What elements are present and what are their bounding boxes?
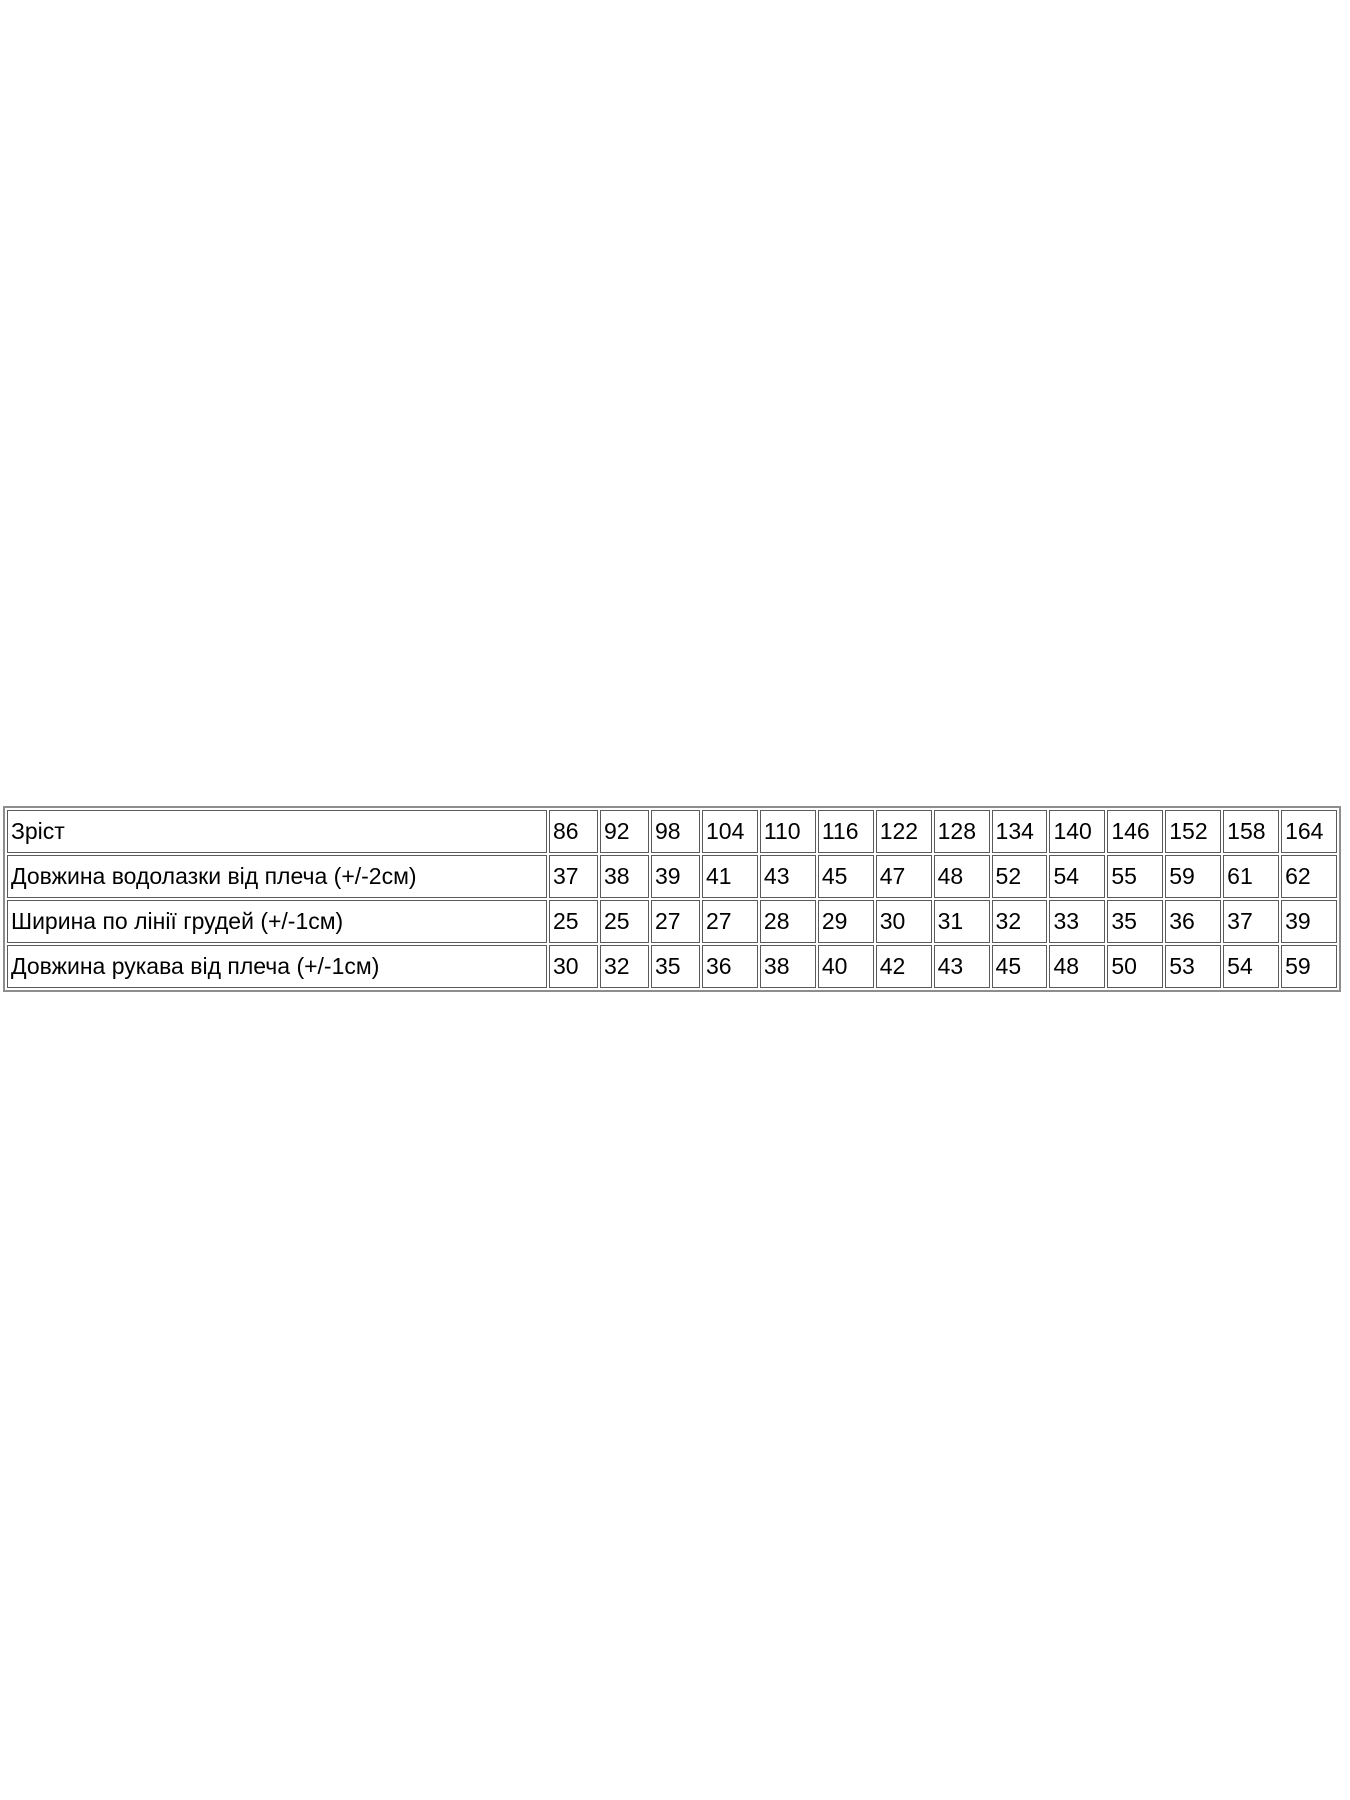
- value-cell: 43: [759, 855, 816, 898]
- measurement-row: Ширина по лінії грудей (+/-1см) 25 25 27 27 2…: [7, 900, 1337, 943]
- value-cell: 30: [549, 945, 598, 988]
- value-cell: 38: [759, 945, 816, 988]
- value-cell: 48: [933, 855, 990, 898]
- value-cell: 37: [549, 855, 598, 898]
- value-cell: 39: [651, 855, 700, 898]
- value-cell: 110: [759, 810, 816, 853]
- value-cell: 25: [600, 900, 649, 943]
- value-cell: 27: [702, 900, 758, 943]
- value-cell: 35: [651, 945, 700, 988]
- value-cell: 39: [1281, 900, 1337, 943]
- value-cell: 164: [1281, 810, 1337, 853]
- value-cell: 48: [1049, 945, 1106, 988]
- value-cell: 43: [933, 945, 990, 988]
- value-cell: 32: [600, 945, 649, 988]
- value-cell: 54: [1049, 855, 1106, 898]
- value-cell: 59: [1281, 945, 1337, 988]
- value-cell: 98: [651, 810, 700, 853]
- value-cell: 116: [817, 810, 874, 853]
- value-cell: 31: [933, 900, 990, 943]
- size-chart-body: Зріст 86 92 98 104 110 116 122 128 134 140 146 152 15…: [7, 810, 1337, 988]
- value-cell: 62: [1281, 855, 1337, 898]
- value-cell: 122: [875, 810, 932, 853]
- value-cell: 59: [1165, 855, 1222, 898]
- value-cell: 140: [1049, 810, 1106, 853]
- value-cell: 37: [1223, 900, 1280, 943]
- value-cell: 128: [933, 810, 990, 853]
- value-cell: 40: [817, 945, 874, 988]
- value-cell: 42: [875, 945, 932, 988]
- measurement-row: Довжина рукава від плеча (+/-1см) 30 32 35 3…: [7, 945, 1337, 988]
- value-cell: 54: [1223, 945, 1280, 988]
- row-label-cell: Довжина водолазки від плеча (+/-2см): [7, 855, 547, 898]
- value-cell: 38: [600, 855, 649, 898]
- row-label-cell: Ширина по лінії грудей (+/-1см): [7, 900, 547, 943]
- value-cell: 86: [549, 810, 598, 853]
- value-cell: 35: [1107, 900, 1164, 943]
- value-cell: 104: [702, 810, 758, 853]
- value-cell: 158: [1223, 810, 1280, 853]
- value-cell: 36: [1165, 900, 1222, 943]
- value-cell: 36: [702, 945, 758, 988]
- row-label-cell: Довжина рукава від плеча (+/-1см): [7, 945, 547, 988]
- value-cell: 33: [1049, 900, 1106, 943]
- measurement-row: Довжина водолазки від плеча (+/-2см) 37 38…: [7, 855, 1337, 898]
- value-cell: 28: [759, 900, 816, 943]
- value-cell: 45: [817, 855, 874, 898]
- value-cell: 29: [817, 900, 874, 943]
- value-cell: 25: [549, 900, 598, 943]
- value-cell: 32: [991, 900, 1048, 943]
- value-cell: 50: [1107, 945, 1164, 988]
- value-cell: 30: [875, 900, 932, 943]
- value-cell: 152: [1165, 810, 1222, 853]
- row-label-cell: Зріст: [7, 810, 547, 853]
- size-chart-table: Зріст 86 92 98 104 110 116 122 128 134 140 146 152 15…: [3, 806, 1341, 992]
- value-cell: 52: [991, 855, 1048, 898]
- value-cell: 45: [991, 945, 1048, 988]
- value-cell: 146: [1107, 810, 1164, 853]
- value-cell: 41: [702, 855, 758, 898]
- value-cell: 61: [1223, 855, 1280, 898]
- value-cell: 53: [1165, 945, 1222, 988]
- value-cell: 92: [600, 810, 649, 853]
- value-cell: 47: [875, 855, 932, 898]
- value-cell: 27: [651, 900, 700, 943]
- value-cell: 134: [991, 810, 1048, 853]
- value-cell: 55: [1107, 855, 1164, 898]
- size-header-row: Зріст 86 92 98 104 110 116 122 128 134 140 146 152 15…: [7, 810, 1337, 853]
